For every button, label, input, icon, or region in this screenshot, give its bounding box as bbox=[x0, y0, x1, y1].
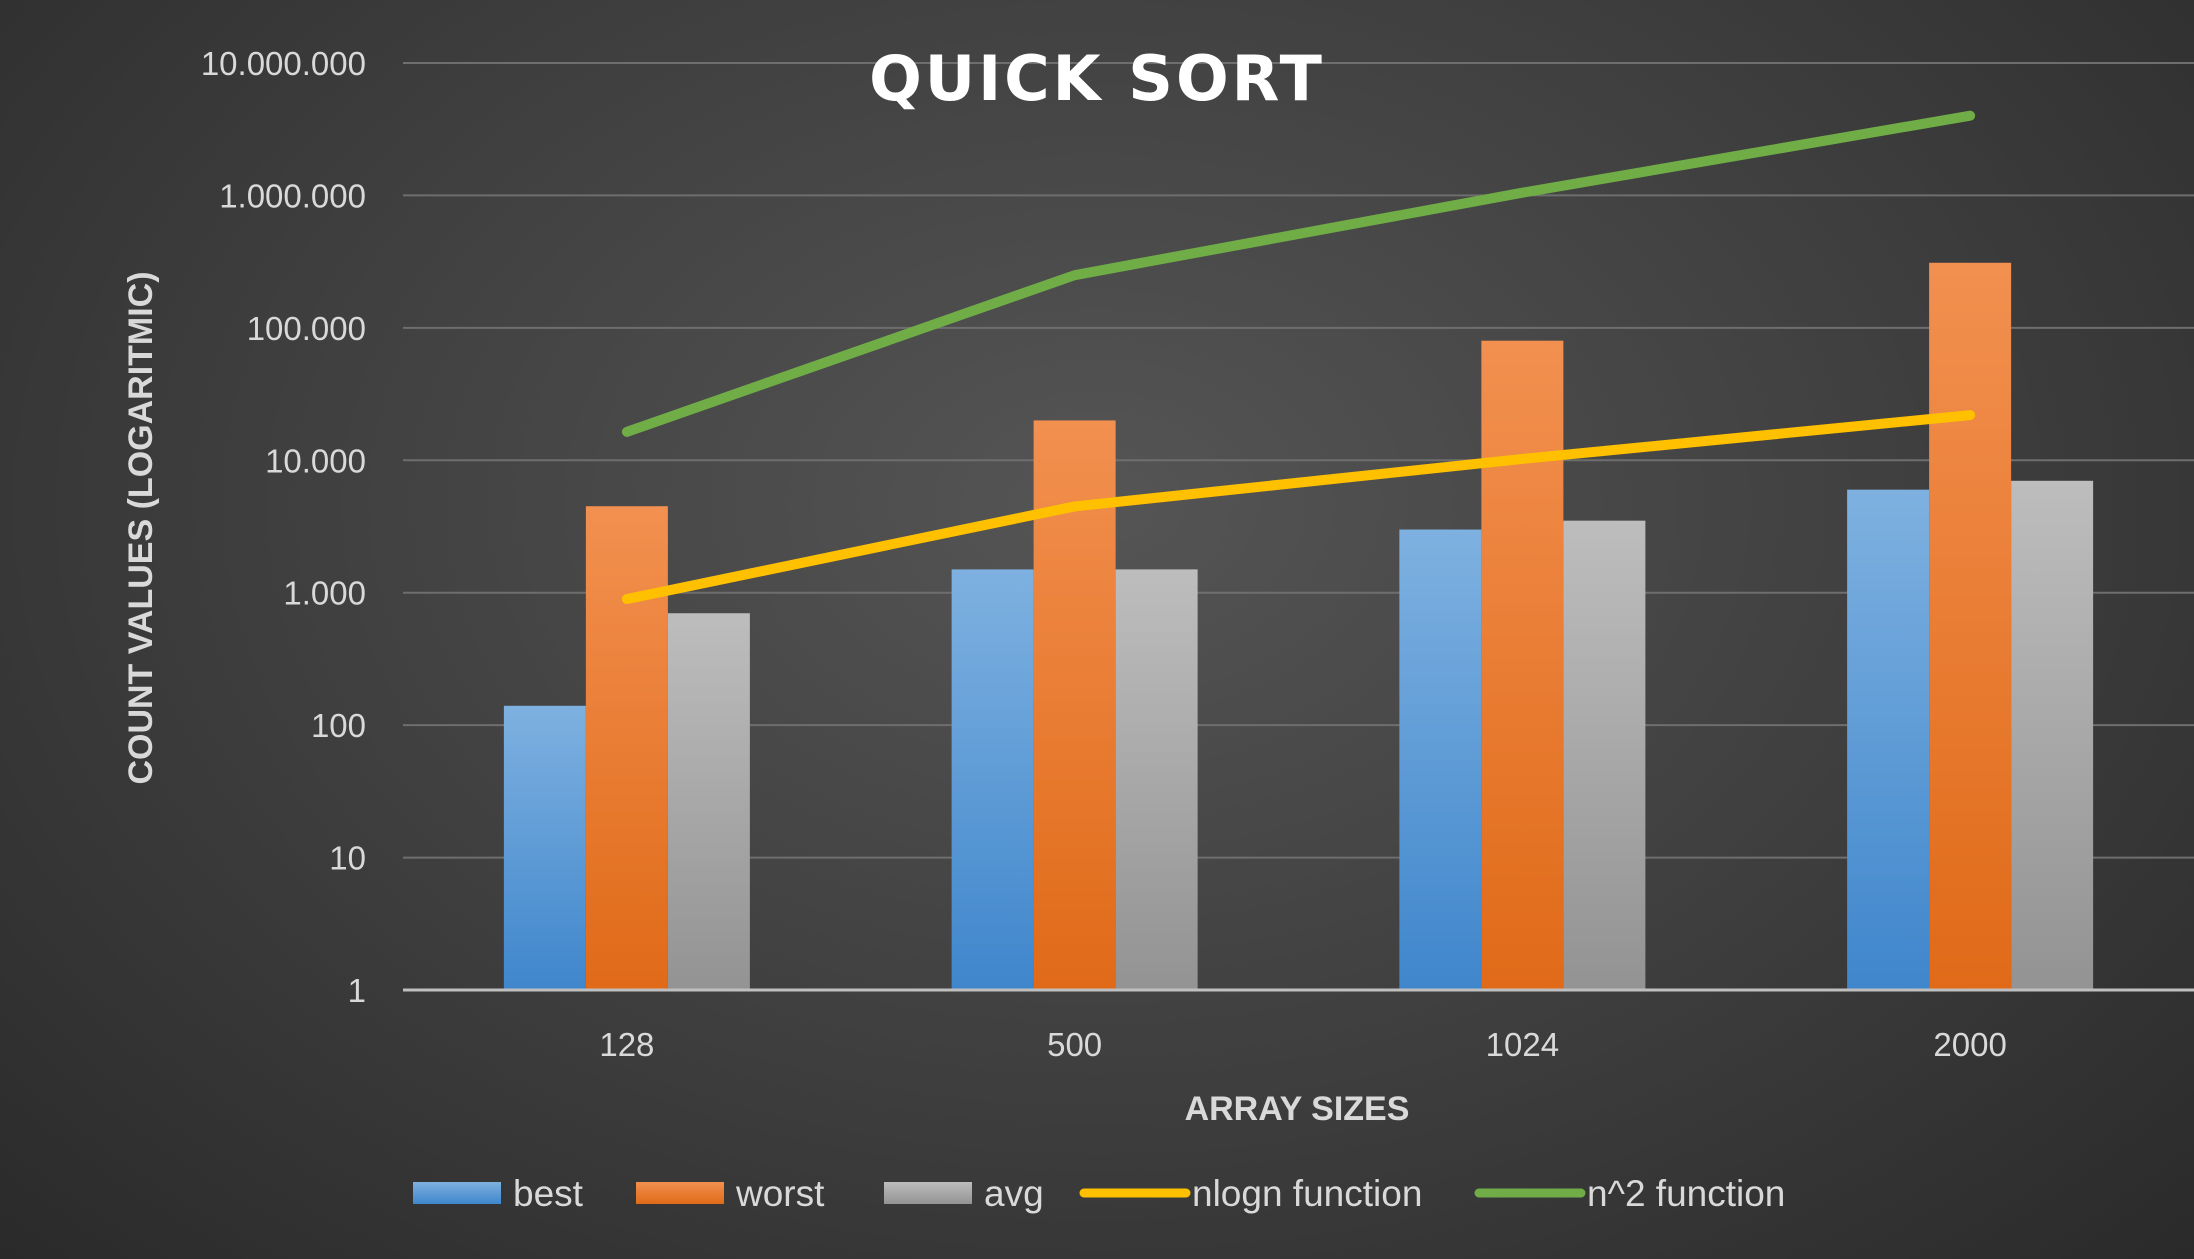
bars bbox=[503, 262, 2094, 990]
legend-label-best: best bbox=[513, 1173, 584, 1214]
bar-avg bbox=[667, 613, 750, 990]
legend: best worst avg nlogn function n^2 function bbox=[413, 1173, 1785, 1214]
y-tick-label: 10.000.000 bbox=[201, 45, 366, 82]
lines bbox=[621, 110, 1976, 605]
bar-avg bbox=[2011, 480, 2094, 990]
y-axis-tick-labels: 1 10 100 1.000 10.000 100.000 1.000.000 10.000.… bbox=[201, 45, 366, 1009]
x-tick-label: 2000 bbox=[1933, 1026, 2006, 1063]
legend-swatch-worst bbox=[636, 1182, 724, 1204]
legend-label-nlogn-function: nlogn function bbox=[1192, 1173, 1422, 1214]
y-tick-label: 1.000 bbox=[283, 575, 366, 612]
bar-worst bbox=[1481, 340, 1564, 990]
x-tick-label: 1024 bbox=[1486, 1026, 1559, 1063]
bar-avg bbox=[1115, 569, 1198, 990]
y-tick-label: 10.000 bbox=[265, 442, 366, 479]
bar-avg bbox=[1563, 520, 1646, 990]
y-tick-label: 100.000 bbox=[247, 310, 366, 347]
y-tick-label: 100 bbox=[311, 707, 366, 744]
y-tick-label: 10 bbox=[329, 840, 366, 877]
bar-best bbox=[951, 569, 1034, 990]
legend-label-n-2-function: n^2 function bbox=[1587, 1173, 1785, 1214]
y-tick-label: 1 bbox=[348, 972, 366, 1009]
bar-worst bbox=[1929, 262, 2012, 990]
line-nlogn-function bbox=[621, 410, 1976, 605]
legend-label-avg: avg bbox=[984, 1173, 1044, 1214]
y-tick-label: 1.000.000 bbox=[219, 177, 366, 214]
bar-best bbox=[1847, 489, 1930, 990]
bar-best bbox=[503, 705, 586, 990]
legend-swatch-best bbox=[413, 1182, 501, 1204]
line-n-2-function bbox=[621, 110, 1976, 437]
x-tick-label: 500 bbox=[1047, 1026, 1102, 1063]
x-tick-label: 128 bbox=[599, 1026, 654, 1063]
legend-label-worst: worst bbox=[735, 1173, 825, 1214]
chart-title: QUICK SORT bbox=[869, 42, 1325, 115]
bar-worst bbox=[585, 506, 668, 990]
x-axis-title: ARRAY SIZES bbox=[1185, 1090, 1410, 1128]
y-axis-title: COUNT VALUES (LOGARITMIC) bbox=[122, 271, 160, 784]
legend-swatch-avg bbox=[884, 1182, 972, 1204]
bar-best bbox=[1399, 529, 1482, 990]
x-axis-tick-labels: 128 500 1024 2000 bbox=[599, 1026, 2006, 1063]
